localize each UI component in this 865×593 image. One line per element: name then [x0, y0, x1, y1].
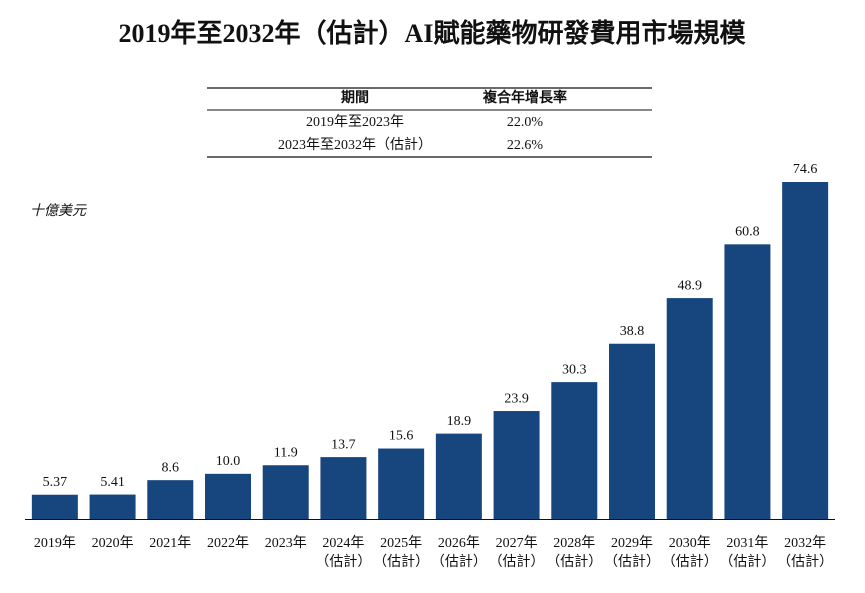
- bar: [435, 433, 482, 519]
- value-label: 30.3: [562, 362, 587, 377]
- x-tick-label: （估計）: [546, 554, 602, 570]
- bar: [724, 244, 771, 519]
- x-tick-label: （估計）: [662, 554, 718, 570]
- x-tick-label: （估計）: [604, 554, 660, 570]
- bar: [31, 494, 78, 519]
- value-label: 13.7: [331, 437, 356, 452]
- value-label: 8.6: [162, 460, 180, 475]
- value-label: 38.8: [620, 324, 645, 339]
- table-cell: 2023年至2032年（估計）: [278, 137, 432, 153]
- bar: [493, 411, 540, 519]
- unit-label: 十億美元: [30, 203, 87, 219]
- x-tick-label: 2022年: [207, 535, 249, 551]
- value-label: 10.0: [216, 454, 241, 469]
- x-tick-label: 2020年: [92, 535, 134, 551]
- table-cell: 2019年至2023年: [306, 114, 404, 130]
- bar: [320, 457, 367, 519]
- x-tick-label: （估計）: [373, 554, 429, 570]
- bar: [551, 382, 598, 519]
- x-tick-label: 2032年: [784, 535, 826, 551]
- bar: [205, 473, 251, 519]
- value-label: 11.9: [274, 445, 298, 460]
- table-header: 期間: [341, 90, 369, 106]
- bar: [262, 465, 309, 519]
- x-tick-label: （估計）: [489, 554, 545, 570]
- value-label: 60.8: [735, 225, 760, 240]
- x-tick-label: 2030年: [669, 535, 711, 551]
- value-label: 74.6: [793, 162, 818, 177]
- table-cell: 22.6%: [507, 138, 544, 153]
- x-tick-label: 2029年: [611, 535, 653, 551]
- x-tick-label: 2025年: [380, 535, 422, 551]
- x-tick-label: 2024年: [322, 535, 364, 551]
- x-tick-label: （估計）: [777, 554, 833, 570]
- value-label: 15.6: [389, 429, 414, 444]
- x-tick-label: 2028年: [553, 535, 595, 551]
- x-tick-label: 2026年: [438, 535, 480, 551]
- value-label: 23.9: [504, 391, 529, 406]
- value-label: 5.41: [100, 475, 125, 490]
- bar: [89, 494, 136, 519]
- x-tick-label: （估計）: [431, 554, 487, 570]
- table-header: 複合年增長率: [482, 89, 567, 106]
- x-tick-label: 2031年: [726, 535, 768, 551]
- x-tick-label: 2027年: [496, 535, 538, 551]
- x-tick-label: 2019年: [34, 535, 76, 551]
- table-cell: 22.0%: [507, 115, 544, 130]
- bar: [378, 448, 425, 519]
- bar: [782, 182, 829, 519]
- x-tick-label: （估計）: [719, 554, 775, 570]
- value-label: 18.9: [447, 414, 472, 429]
- value-label: 48.9: [677, 278, 702, 293]
- chart-title: 2019年至2032年（估計）AI賦能藥物研發費用市場規模: [119, 18, 747, 48]
- x-tick-label: （估計）: [315, 554, 371, 570]
- bar: [147, 480, 194, 519]
- bar: [609, 343, 655, 519]
- x-tick-label: 2021年: [149, 535, 191, 551]
- x-tick-label: 2023年: [265, 535, 307, 551]
- bar: [666, 298, 713, 519]
- value-label: 5.37: [43, 475, 68, 490]
